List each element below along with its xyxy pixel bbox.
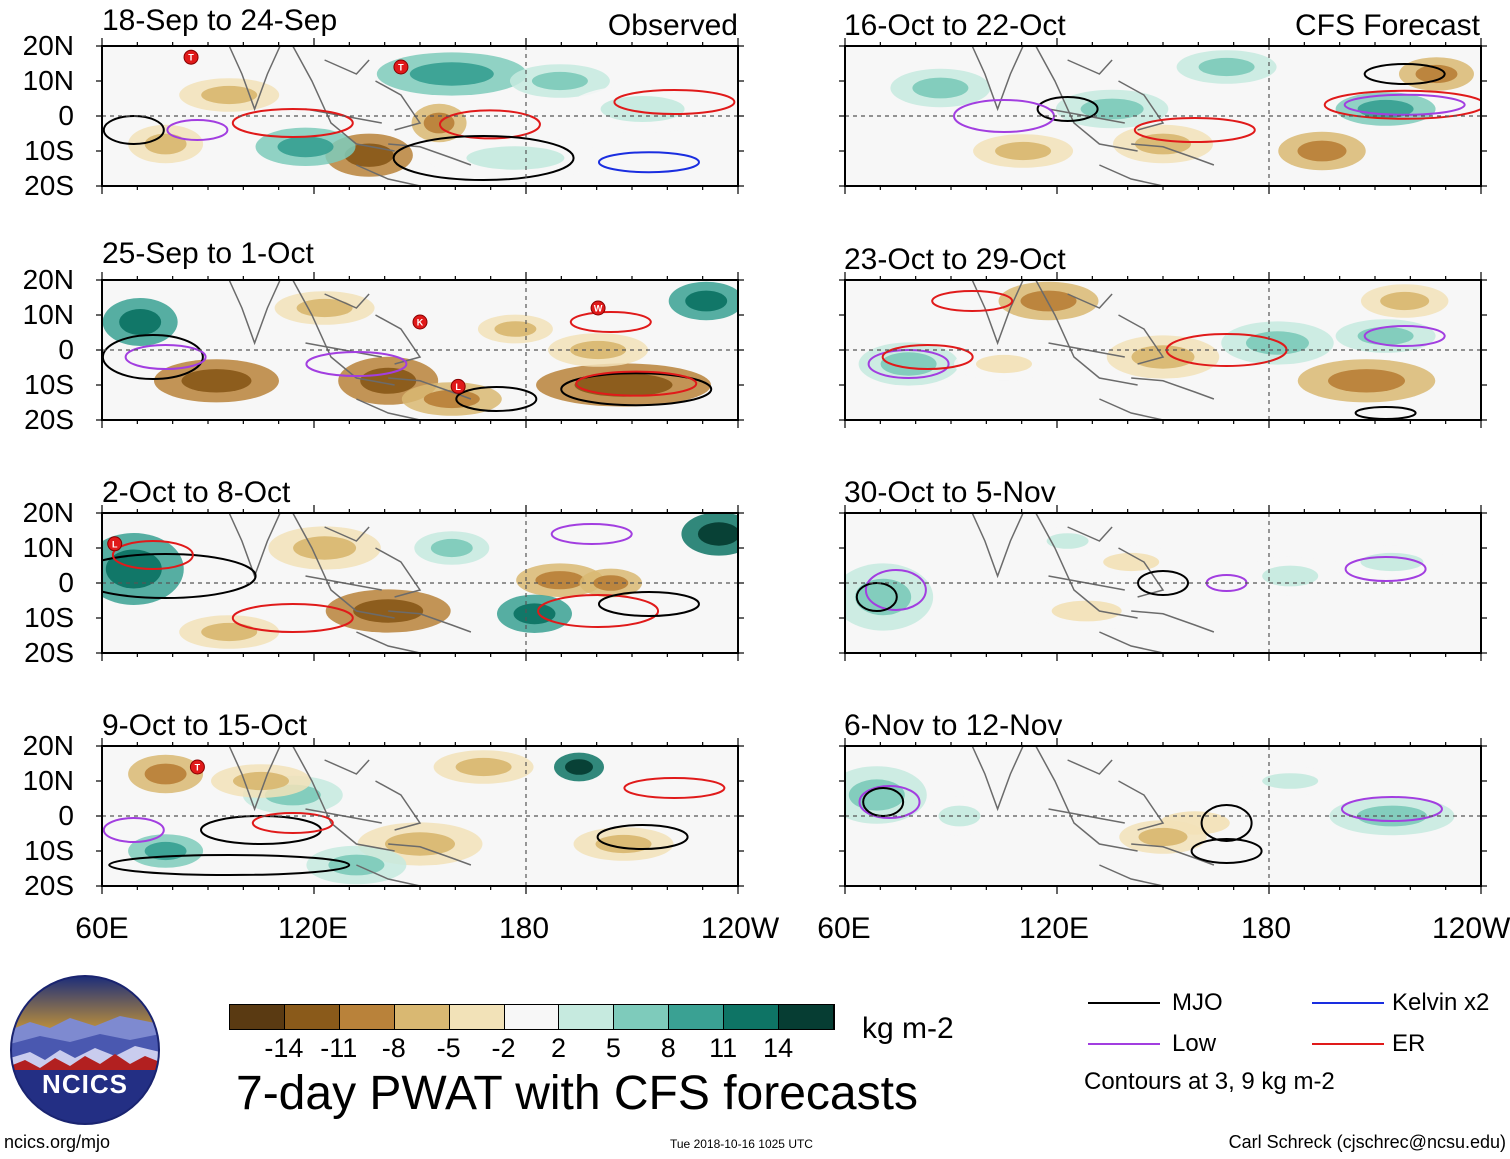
lat-label: 20N [22,497,74,528]
lat-label: 0 [58,800,74,831]
forecast-header: CFS Forecast [1294,9,1480,42]
storm-marker-label: L [455,382,461,392]
panel-title-fcst-3: 30-Oct to 5-Nov [844,476,1056,509]
panel-title-fcst-4: 6-Nov to 12-Nov [844,709,1063,742]
storm-marker: L [450,378,466,394]
storm-marker: L [107,536,123,552]
storm-marker-label: T [188,53,194,63]
lat-label: 20S [24,637,74,668]
lat-label: 10N [22,532,74,563]
lat-label: 20N [22,30,74,61]
colorbar-tick: 14 [763,1033,794,1063]
lon-label-180-left: 180 [498,912,550,945]
colorbar-tick: -5 [436,1033,461,1063]
footer-url: ncics.org/mjo [4,1132,111,1152]
colorbar-swatch [779,1005,834,1029]
colorbar-swatch [284,1005,340,1029]
lon-label-60e-right: 60E [817,912,871,945]
colorbar-units: kg m-2 [862,1012,954,1045]
lat-label: 10S [24,369,74,400]
lat-label: 0 [58,334,74,365]
lat-label: 10N [22,65,74,96]
footer-credit: Carl Schreck (cjschrec@ncsu.edu) [1228,1132,1506,1152]
storm-marker: T [183,49,199,65]
lat-label: 20S [24,404,74,435]
map-panel-4 [96,738,744,894]
colorbar [229,1004,835,1030]
lon-label-180-right: 180 [1240,912,1292,945]
colorbar-tick: -8 [381,1033,406,1063]
observed-header: Observed [607,9,738,42]
lat-label: 20S [24,870,74,901]
main-title: 7-day PWAT with CFS forecasts [236,1067,918,1120]
panel-title-obs-4: 9-Oct to 15-Oct [102,709,308,742]
map-panel-6 [839,272,1487,428]
colorbar-swatch [614,1005,670,1029]
lat-label: 10S [24,602,74,633]
colorbar-tick: -14 [264,1033,304,1063]
legend-note: Contours at 3, 9 kg m-2 [1084,1068,1335,1095]
colorbar-tick: 8 [660,1033,676,1063]
logo-text: NCICS [42,1069,128,1099]
lat-label: 10N [22,765,74,796]
storm-marker-label: T [398,63,404,73]
storm-marker: K [412,314,428,330]
map-panel-8 [839,738,1487,894]
legend-label-mjo: MJO [1172,989,1223,1016]
storm-marker: T [393,59,409,75]
lat-label: 20N [22,730,74,761]
storm-marker: T [189,759,205,775]
lat-label: 10S [24,835,74,866]
colorbar-swatch [504,1005,560,1029]
lat-label: 0 [58,567,74,598]
lat-label: 20S [24,170,74,201]
colorbar-swatch [449,1005,505,1029]
colorbar-tick: 5 [605,1033,621,1063]
storm-marker-label: W [594,304,603,314]
colorbar-tick: 11 [709,1033,738,1063]
lon-label-120w-left: 120W [700,912,780,945]
colorbar-swatch [394,1005,450,1029]
panel-title-obs-2: 25-Sep to 1-Oct [102,237,314,270]
panel-title-obs-1: 18-Sep to 24-Sep [102,4,338,37]
colorbar-swatch [559,1005,615,1029]
map-panel-5 [839,38,1487,194]
lon-label-120e-left: 120E [277,912,349,945]
lon-label-120e-right: 120E [1018,912,1090,945]
legend-label-low: Low [1172,1030,1217,1057]
colorbar-swatch [339,1005,395,1029]
lon-label-120w-right: 120W [1432,913,1510,945]
panel-title-obs-3: 2-Oct to 8-Oct [102,476,291,509]
map-panel-7 [839,505,1487,661]
lat-label: 20N [22,264,74,295]
panel-title-fcst-1: 16-Oct to 22-Oct [844,9,1066,42]
map-panel-3 [96,505,744,661]
colorbar-swatch [724,1005,780,1029]
colorbar-tick: -11 [320,1033,358,1063]
storm-marker: W [590,300,606,316]
legend-label-er: ER [1392,1030,1426,1057]
lat-label: 10S [24,135,74,166]
colorbar-tick: 2 [550,1033,566,1063]
storm-marker-label: L [112,539,118,549]
map-panel-1 [96,38,744,194]
lat-label: 10N [22,299,74,330]
colorbar-tick: -2 [491,1033,516,1063]
storm-marker-label: T [195,763,201,773]
panel-title-fcst-2: 23-Oct to 29-Oct [844,243,1066,276]
storm-marker-label: K [417,318,424,328]
colorbar-swatch [230,1005,285,1029]
colorbar-swatch [669,1005,725,1029]
footer-timestamp: Tue 2018-10-16 1025 UTC [670,1137,813,1151]
lat-label: 0 [58,100,74,131]
map-panel-2 [96,272,744,428]
lon-label-60e-left: 60E [75,912,129,945]
legend-label-kelvin: Kelvin x2 [1392,989,1490,1016]
